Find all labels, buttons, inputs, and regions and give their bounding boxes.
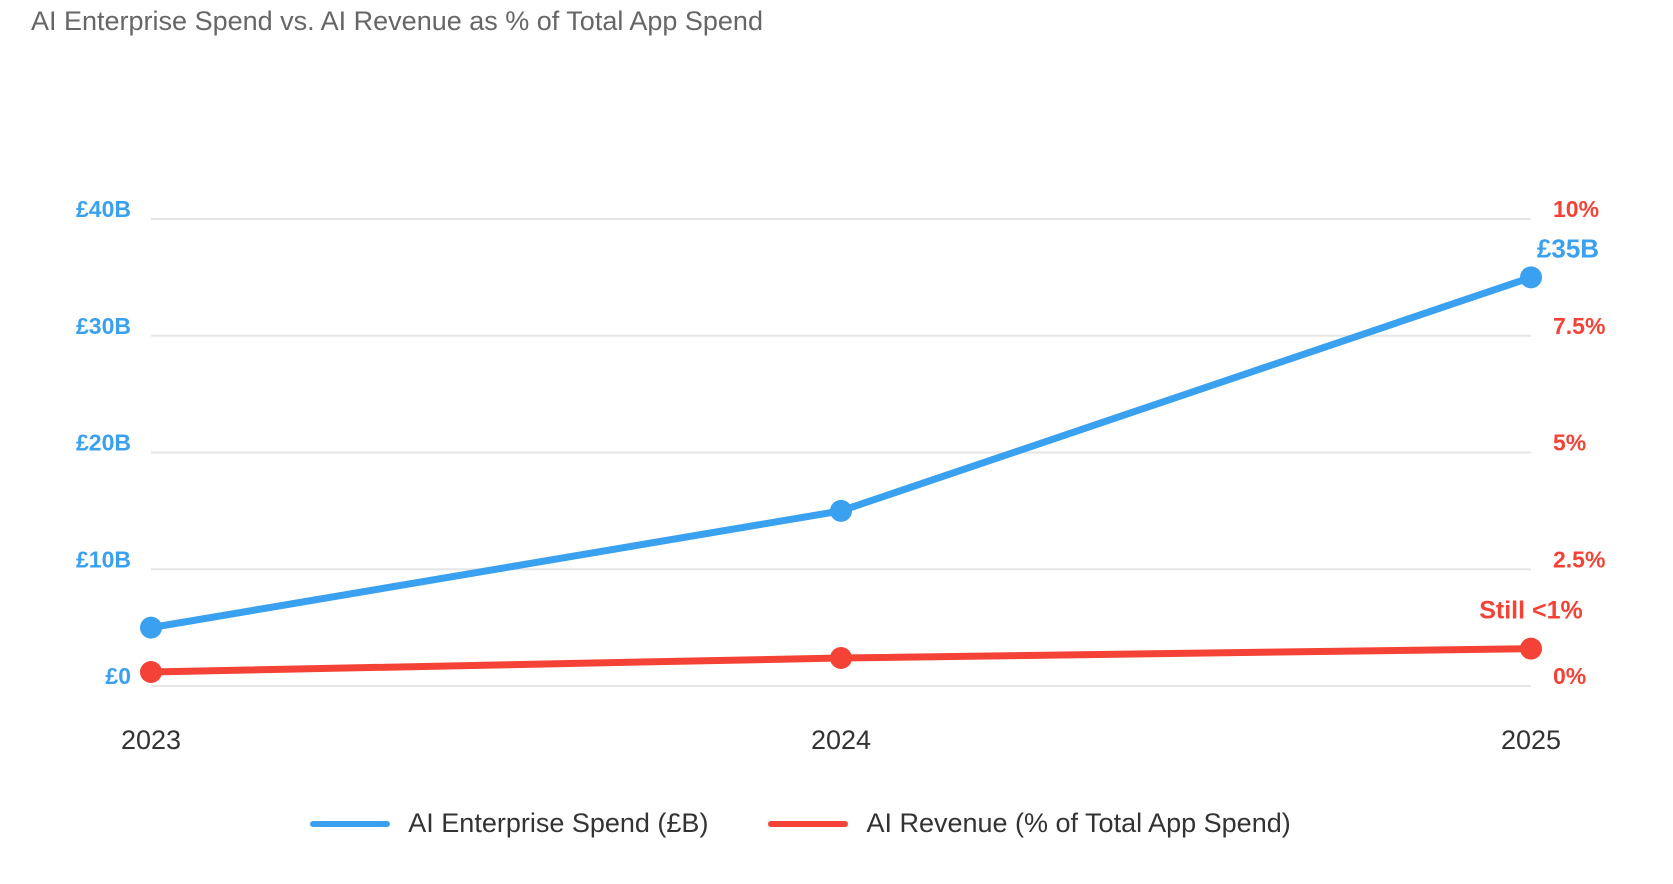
x-tick-label: 2025 [1501,725,1561,755]
chart-title: AI Enterprise Spend vs. AI Revenue as % … [31,6,763,36]
chart-plot: £0£10B£20B£30B£40B 0%2.5%5%7.5%10% 2023 2… [76,196,1605,755]
right-tick-label: 10% [1553,196,1599,222]
left-tick-label: £20B [76,430,131,456]
series-1-point [830,646,852,669]
x-tick-label: 2024 [811,725,871,755]
legend-item-revenue[interactable]: AI Revenue (% of Total App Spend) [768,808,1291,839]
series-1-point [1520,637,1542,660]
gridlines [151,218,1531,687]
left-tick-label: £10B [76,546,131,572]
series-0-point [140,616,162,639]
series-1-point [140,660,162,683]
left-axis-ticks: £0 £10B £20B £30B £40B [76,196,131,689]
annotations: £35B Still <1% [1479,233,1599,624]
series-points [140,266,1542,683]
left-tick-label: £0 [105,663,131,689]
series-0-point [1520,266,1542,289]
legend: AI Enterprise Spend (£B) AI Revenue (% o… [0,808,1637,839]
annotation-label: £35B [1537,233,1599,263]
right-tick-label: 5% [1553,430,1586,456]
right-axis-ticks: 0% 2.5% 5% 7.5% 10% [1553,196,1605,689]
x-tick-label: 2023 [121,725,181,755]
legend-swatch-revenue [768,820,849,827]
legend-item-spend[interactable]: AI Enterprise Spend (£B) [310,808,708,839]
series-0-point [830,499,852,522]
right-tick-label: 2.5% [1553,546,1605,572]
legend-swatch-spend [310,820,391,827]
legend-label-revenue: AI Revenue (% of Total App Spend) [866,808,1291,838]
right-tick-label: 7.5% [1553,313,1605,339]
right-tick-label: 0% [1553,663,1586,689]
x-axis-ticks: 2023 2024 2025 [121,725,1561,755]
legend-label-spend: AI Enterprise Spend (£B) [408,808,709,838]
left-tick-label: £30B [76,313,131,339]
annotation-label: Still <1% [1479,597,1583,625]
left-tick-label: £40B [76,196,131,222]
